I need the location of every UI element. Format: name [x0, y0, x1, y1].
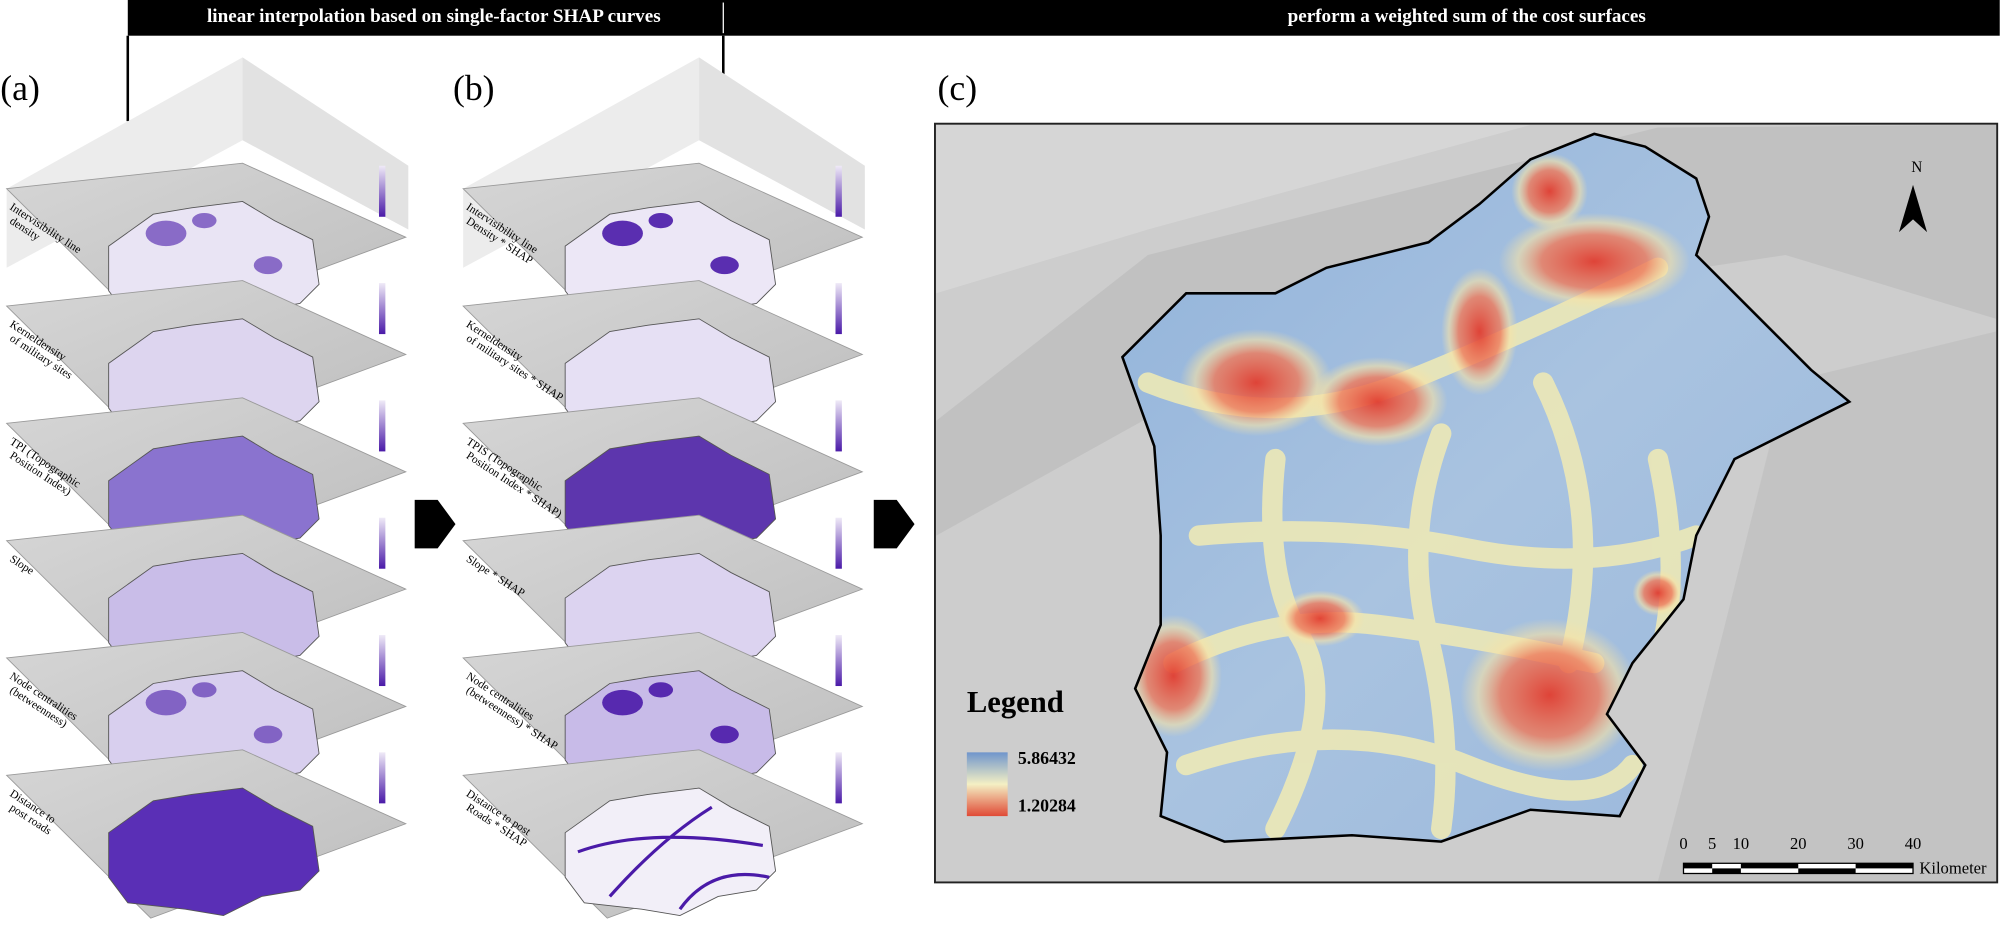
hotspot — [145, 220, 187, 247]
layer-legend — [378, 752, 386, 804]
legend-low: 1.20284 — [1018, 795, 1076, 815]
hotspot — [648, 212, 674, 229]
layer-legend — [835, 283, 842, 335]
hillshade — [936, 124, 1996, 536]
scale-segment — [1855, 863, 1914, 869]
scale-segment — [1712, 868, 1741, 874]
header-left: linear interpolation based on single-fac… — [207, 6, 661, 27]
layer-region — [564, 787, 777, 917]
layer-legend — [835, 165, 842, 217]
layer-legend — [378, 400, 386, 452]
hotspot — [145, 689, 187, 716]
back-wall — [242, 57, 409, 230]
layer-legend — [378, 517, 386, 569]
scale-bar: 0 5 10 20 30 40 Kilometer — [1679, 834, 1987, 877]
scale-tick-label: 10 — [1733, 834, 1750, 853]
back-wall — [699, 57, 865, 230]
flow-arrow — [873, 499, 915, 549]
layer-legend — [378, 635, 386, 687]
north-arrow — [1898, 184, 1928, 233]
hotspot — [192, 212, 217, 229]
hotspot — [602, 220, 643, 247]
hotspot — [710, 256, 739, 275]
layer-legend — [378, 165, 386, 217]
panel-label: (b) — [453, 68, 495, 108]
result-map: N Legend 5.86432 1.20284 0 5 10 20 30 40 Kilom… — [934, 122, 1999, 884]
legend-title: Legend — [967, 685, 1064, 719]
panel-label: (c) — [938, 68, 978, 108]
north-label: N — [1911, 159, 1922, 176]
layer-stack: Intervisibility linedensityKerneldensity… — [5, 57, 409, 919]
layer-legend — [378, 283, 386, 335]
road-network — [577, 805, 770, 911]
hotspot — [192, 682, 217, 698]
layer-legend — [835, 400, 842, 452]
scale-tick-label: 5 — [1708, 834, 1716, 853]
layer-region — [108, 787, 320, 917]
hotspot — [253, 725, 283, 744]
scale-segment — [1683, 863, 1713, 869]
scale-tick-label: 20 — [1790, 834, 1807, 853]
hillshade — [1657, 331, 1996, 882]
hotspot — [648, 682, 674, 698]
panel-label: (a) — [0, 68, 40, 108]
scale-segment — [1740, 863, 1799, 869]
layer-legend — [835, 517, 842, 569]
layer-stacks: Intervisibility linedensityKerneldensity… — [5, 57, 865, 919]
header-right: perform a weighted sum of the cost surfa… — [1288, 6, 1646, 27]
hotspot — [253, 256, 283, 275]
layer-legend — [835, 635, 842, 687]
scale-unit: Kilometer — [1919, 858, 1987, 877]
scale-tick-label: 0 — [1679, 834, 1687, 853]
layer-legend — [835, 752, 842, 804]
hotspot — [602, 689, 643, 716]
scale-tick-label: 40 — [1905, 834, 1922, 853]
scale-segment — [1798, 868, 1856, 874]
legend-high: 5.86432 — [1018, 748, 1076, 768]
hillshade — [936, 124, 1531, 294]
scale-tick-label: 30 — [1847, 834, 1864, 853]
hotspot — [710, 725, 739, 744]
flow-arrow — [414, 499, 456, 549]
legend-ramp — [966, 752, 1008, 817]
header-bar — [127, 0, 2000, 36]
